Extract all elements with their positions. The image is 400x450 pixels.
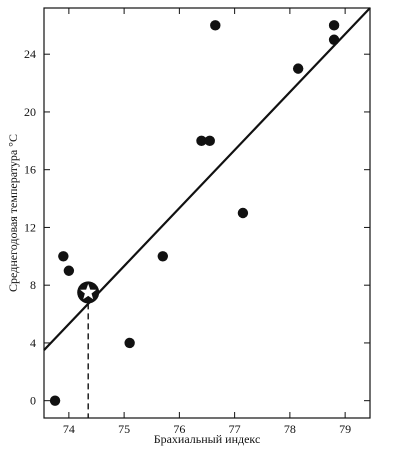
data-point (196, 135, 207, 147)
data-point (210, 20, 221, 31)
y-tick-label: 12 (24, 220, 36, 234)
x-axis-label: Брахиальный индекс (154, 432, 261, 446)
plot-frame (43, 7, 371, 419)
x-tick-label: 78 (284, 422, 296, 436)
x-tick-label: 75 (118, 422, 130, 436)
data-point (49, 395, 61, 406)
data-point (328, 20, 340, 31)
y-tick-label: 24 (24, 47, 36, 61)
y-tick-label: 20 (24, 105, 36, 119)
data-point (124, 337, 135, 349)
data-point (63, 265, 75, 276)
y-tick-label: 16 (24, 163, 36, 177)
data-point (157, 251, 168, 262)
x-tick-label: 77 (229, 422, 241, 436)
data-point (292, 63, 304, 74)
data-point (204, 135, 215, 147)
y-axis-label: Среднегодовая температура °C (6, 134, 20, 292)
x-tick-label: 76 (173, 422, 185, 436)
data-point (328, 34, 340, 45)
x-tick-label: 79 (339, 422, 351, 436)
x-tick-label: 74 (63, 422, 75, 436)
y-tick-label: 4 (30, 336, 36, 350)
plot-layer: 74 75 76 77 78 79 0 4 8 12 16 20 24 (24, 7, 371, 436)
y-tick-label: 0 (30, 394, 36, 408)
y-tick-label: 8 (30, 278, 36, 292)
data-point (58, 251, 69, 262)
data-point (237, 207, 249, 219)
highlight-star-icon (80, 283, 97, 300)
